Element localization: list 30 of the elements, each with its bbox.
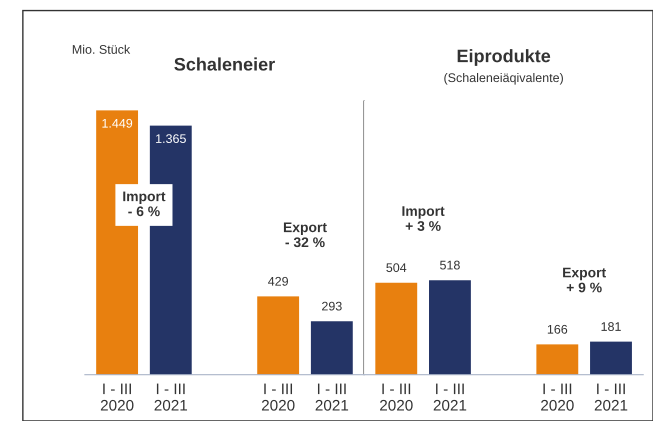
bar xyxy=(590,342,632,375)
data-label: 181 xyxy=(602,322,621,331)
x-tick-label: I - III 2020 xyxy=(262,384,295,411)
bar xyxy=(536,344,578,375)
data-label: 518 xyxy=(440,260,460,270)
text: Mio. Stück xyxy=(72,44,130,54)
data-label: 293 xyxy=(322,302,342,311)
annotation: Export - 32 % xyxy=(284,222,327,248)
annotation: Import + 3 % xyxy=(402,206,445,231)
data-label: 1.449 xyxy=(102,118,132,128)
chart-title: Eiprodukte xyxy=(458,49,550,66)
bar xyxy=(375,282,418,375)
x-tick-label: I - III 2021 xyxy=(434,384,466,411)
x-tick-label: I - III 2021 xyxy=(154,384,188,411)
x-tick-label: I - III 2020 xyxy=(100,384,134,411)
x-tick-label: I - III 2021 xyxy=(316,384,348,411)
x-tick-label: I - III 2020 xyxy=(380,384,413,411)
data-label: 504 xyxy=(386,263,406,272)
data-label: 429 xyxy=(268,276,288,286)
x-tick-label: I - III 2020 xyxy=(541,384,574,411)
chart-subtitle: (Schaleneiäqivalente) xyxy=(444,72,563,85)
x-tick-label: I - III 2021 xyxy=(594,384,628,411)
annotation: Export + 9 % xyxy=(563,268,606,292)
annotation: Import - 6 % xyxy=(123,192,166,216)
data-label: 166 xyxy=(548,324,568,334)
bar xyxy=(257,296,300,375)
chart-title: Schaleneier xyxy=(174,57,275,71)
data-label: 1.365 xyxy=(156,134,186,144)
bar xyxy=(429,280,471,375)
bar xyxy=(310,321,353,375)
